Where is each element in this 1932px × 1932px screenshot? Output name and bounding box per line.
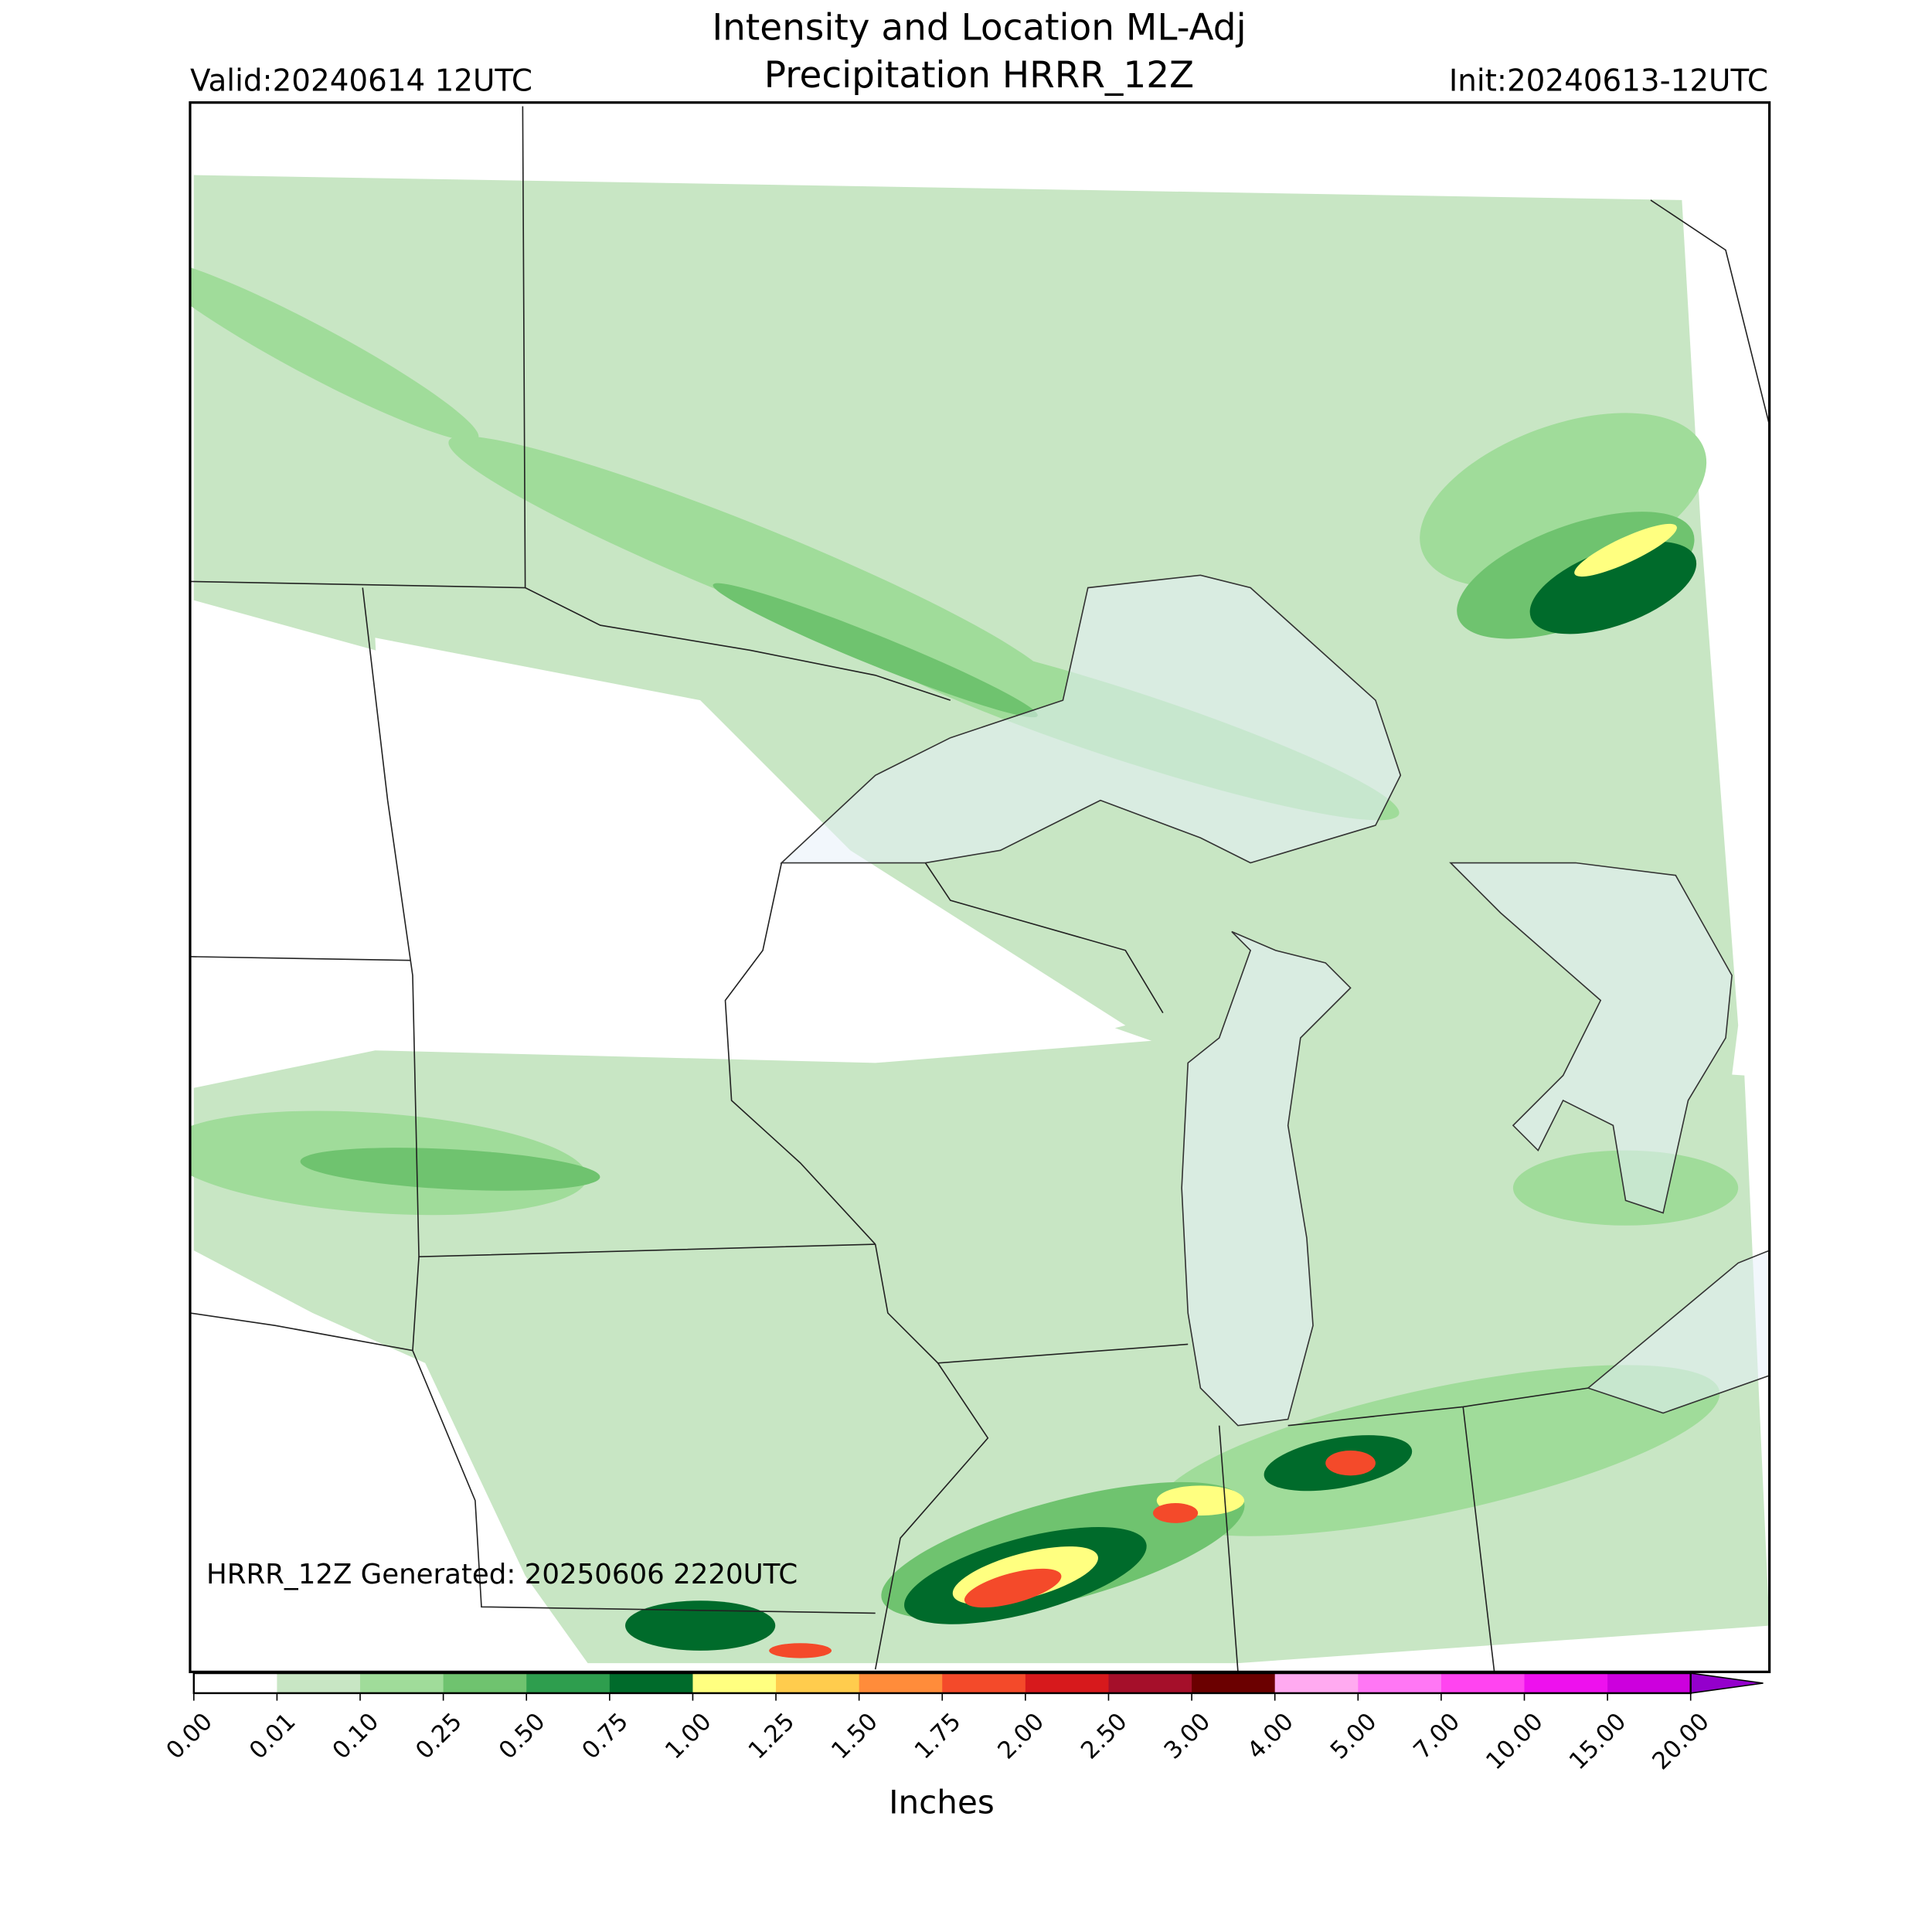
colorbar-bin (443, 1673, 528, 1693)
colorbar: 0.00 0.01 0.10 0.25 0.50 0.75 1.00 1.25 1.50 1.75… (161, 1672, 1764, 1776)
colorbar-bin (1607, 1673, 1692, 1693)
colorbar-tick-label: 15.00 (1564, 1708, 1632, 1776)
init-time: Init:20240613-12UTC (1449, 63, 1768, 98)
colorbar-bin (193, 1673, 278, 1693)
colorbar-tick-label: 0.50 (494, 1708, 551, 1765)
colorbar-tick-label: 7.00 (1408, 1708, 1465, 1765)
colorbar-tick-label: 1.75 (910, 1708, 967, 1765)
colorbar-label: Inches (889, 1783, 995, 1821)
colorbar-bin (1274, 1673, 1359, 1693)
colorbar-tick-label: 2.50 (1076, 1708, 1133, 1765)
colorbar-tick-label: 2.00 (992, 1708, 1049, 1765)
colorbar-extend (1689, 1672, 1764, 1694)
map-frame (189, 101, 1771, 1674)
colorbar-tick-label: 20.00 (1647, 1708, 1715, 1776)
colorbar-tick-label: 1.50 (826, 1708, 883, 1765)
colorbar-bin (1108, 1673, 1192, 1693)
title: Precipitation HRRR_12Z (764, 54, 1194, 97)
colorbar-bin (609, 1673, 694, 1693)
colorbar-bin (1358, 1673, 1442, 1693)
colorbar-tick-label: 0.01 (244, 1708, 301, 1765)
colorbar-bin (942, 1673, 1026, 1693)
colorbar-bin (1025, 1673, 1110, 1693)
colorbar-bin (776, 1673, 860, 1693)
title: Intensity and Location ML-Adj (712, 6, 1246, 49)
colorbar-tick-label: 3.00 (1158, 1708, 1216, 1765)
map: HRRR_12Z Generated: 20250606 2220UTC (189, 102, 1770, 1672)
colorbar-bin (277, 1673, 361, 1693)
colorbar-tick-label: 1.25 (743, 1708, 800, 1765)
colorbar-tick-label: 0.10 (327, 1708, 384, 1765)
colorbar-bin (526, 1673, 611, 1693)
valid-time: Valid:20240614 12UTC (190, 63, 532, 98)
colorbar-tick-label: 0.00 (161, 1708, 218, 1765)
generated-note: HRRR_12Z Generated: 20250606 2220UTC (206, 1559, 798, 1590)
colorbar-tick-label: 0.75 (577, 1708, 634, 1765)
colorbar-tick-label: 1.00 (660, 1708, 717, 1765)
colorbar-tick-label: 5.00 (1325, 1708, 1383, 1765)
colorbar-tick-label: 10.00 (1481, 1708, 1549, 1776)
colorbar-bin (859, 1673, 944, 1693)
colorbar-bin (1524, 1673, 1608, 1693)
colorbar-bin (1192, 1673, 1276, 1693)
colorbar-bin (692, 1673, 777, 1693)
colorbar-bin (1440, 1673, 1526, 1693)
colorbar-bin (360, 1673, 444, 1693)
colorbar-tick-label: 0.25 (410, 1708, 468, 1765)
colorbar-tick-label: 4.00 (1242, 1708, 1299, 1765)
